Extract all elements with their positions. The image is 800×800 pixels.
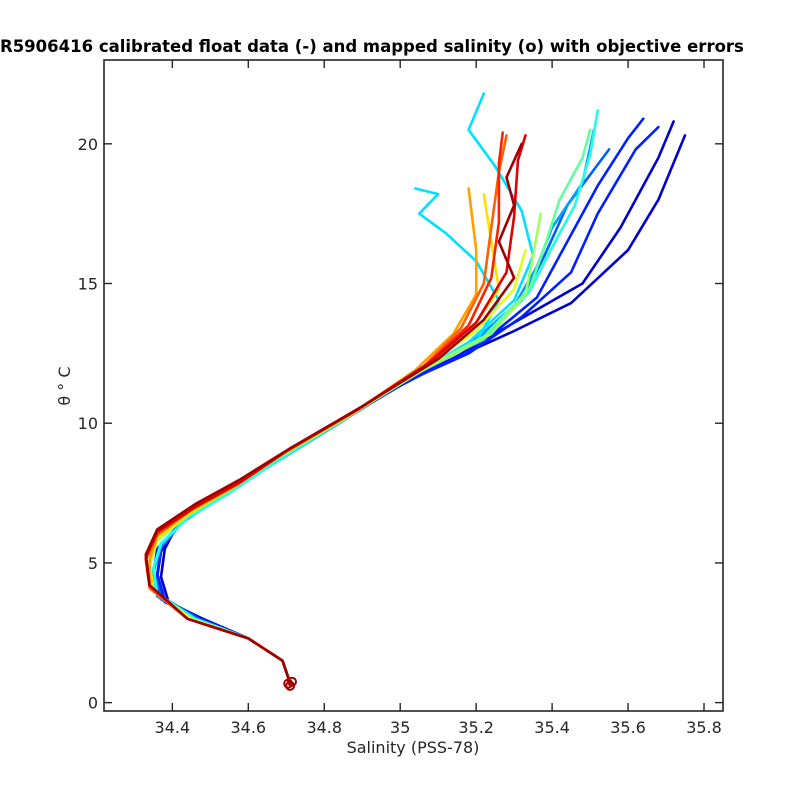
y-axis-ticks: 0 5 10 15 20	[78, 135, 723, 713]
x-axis-label: Salinity (PSS-78)	[347, 738, 480, 757]
plot-area: 34.4 34.6 34.8 35 35.2 35.4 35.6 35.8 0 5 10 15 20	[78, 59, 724, 737]
y-tick-label-5: 20	[78, 135, 98, 154]
chart-title: R5906416 calibrated float data (-) and m…	[0, 37, 744, 56]
x-axis-ticks: 34.4 34.6 34.8 35 35.2 35.4 35.6 35.8	[155, 60, 722, 737]
x-tick-label-3: 34.8	[306, 718, 342, 737]
y-tick-label-2: 5	[88, 554, 98, 573]
x-tick-label-5: 35.2	[458, 718, 494, 737]
mapped-salinity-marker-3	[283, 678, 294, 689]
x-tick-label-2: 34.6	[230, 718, 266, 737]
y-tick-label-3: 10	[78, 414, 98, 433]
y-tick-label-4: 15	[78, 275, 98, 294]
x-tick-label-7: 35.6	[610, 718, 646, 737]
axes-frame	[103, 59, 724, 712]
series-layer	[144, 92, 687, 691]
x-tick-label-8: 35.8	[686, 718, 722, 737]
profile-line-18	[144, 142, 524, 685]
y-axis-label: θ ° C	[55, 366, 74, 405]
x-tick-label-4: 35	[390, 718, 410, 737]
x-tick-label-6: 35.4	[534, 718, 570, 737]
y-tick-label-1: 0	[88, 694, 98, 713]
x-tick-label-1: 34.4	[155, 718, 191, 737]
